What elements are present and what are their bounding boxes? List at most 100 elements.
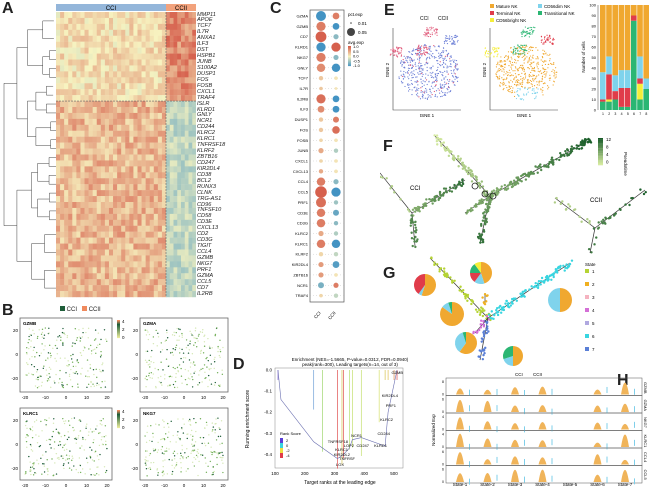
heatmap-cell xyxy=(84,279,89,286)
pseudotime-colorbar xyxy=(598,153,603,156)
heatmap-cell xyxy=(149,53,155,60)
heatmap-cell xyxy=(149,41,155,48)
dot-cci xyxy=(318,127,324,133)
heatmap-cell xyxy=(56,160,61,167)
tsne-point xyxy=(524,87,526,90)
panel-label-a: A xyxy=(2,0,14,17)
feature-point xyxy=(94,329,97,331)
tsne-point xyxy=(498,68,500,70)
pie-slice xyxy=(414,274,425,294)
tsne-point xyxy=(443,86,445,88)
heatmap-cell xyxy=(161,77,167,84)
heatmap-cell xyxy=(76,279,81,286)
tsne-point xyxy=(524,58,526,60)
heatmap-cell xyxy=(117,225,122,232)
feature-point xyxy=(56,353,59,355)
heatmap-cell xyxy=(188,136,193,143)
heatmap-cell xyxy=(121,154,126,161)
pseudotime-point xyxy=(479,241,482,244)
tsne-point xyxy=(450,66,452,68)
feature-point xyxy=(45,424,48,427)
tsne-point xyxy=(436,69,439,71)
dendrogram-branch xyxy=(37,163,50,182)
heatmap-cell xyxy=(104,53,110,60)
tsne-point xyxy=(433,45,435,47)
tsne-point xyxy=(510,74,512,77)
tsne-point xyxy=(407,90,410,92)
heatmap-cell xyxy=(104,95,110,102)
tsne-point xyxy=(526,93,528,95)
heatmap-cell xyxy=(104,207,110,215)
feature-point xyxy=(61,384,63,386)
feature-point xyxy=(31,436,34,439)
pseudotime-point xyxy=(431,202,434,205)
dendrogram-branch xyxy=(49,192,61,203)
heatmap-cell xyxy=(145,154,151,161)
heatmap-cell xyxy=(145,12,151,19)
heatmap-cell xyxy=(100,184,106,191)
heatmap-cell xyxy=(68,249,73,256)
tsne-point xyxy=(501,61,503,63)
tsne-point xyxy=(436,81,438,83)
heatmap-cell xyxy=(153,101,159,108)
colorbar-segment xyxy=(117,413,120,415)
dendrogram-branch xyxy=(27,100,36,137)
heatmap-cell xyxy=(161,47,167,54)
heatmap-cell xyxy=(80,47,85,54)
tsne-point xyxy=(517,45,519,47)
feature-point xyxy=(161,438,163,441)
state-point xyxy=(536,286,540,290)
heatmap-cell xyxy=(192,166,196,173)
feature-point xyxy=(166,473,169,475)
heatmap-cell xyxy=(121,29,126,36)
tsne-point xyxy=(438,57,440,59)
feature-point xyxy=(149,376,151,379)
pseudotime-point xyxy=(572,147,576,150)
heatmap-cell xyxy=(68,219,73,226)
heatmap-cell xyxy=(100,255,106,262)
tsne-point xyxy=(506,71,508,73)
tsne-point xyxy=(425,32,427,34)
heatmap-cell xyxy=(177,148,182,155)
tsne-point xyxy=(520,98,522,100)
tsne-point xyxy=(432,87,434,89)
heatmap-cell xyxy=(157,154,163,161)
state-point xyxy=(466,295,469,298)
feature-point xyxy=(181,427,183,429)
tsne-point xyxy=(535,92,537,95)
tsne-point xyxy=(529,75,531,77)
heatmap-cell xyxy=(161,207,167,215)
tsne-point xyxy=(456,69,458,71)
colorbar-segment xyxy=(117,410,120,412)
tsne-point xyxy=(523,30,525,32)
bar-segment xyxy=(643,78,649,89)
pseudotime-point xyxy=(578,215,581,218)
state-point xyxy=(453,279,456,283)
heatmap-cell xyxy=(137,231,142,238)
feature-point xyxy=(172,383,175,386)
pseudotime-point xyxy=(448,189,451,193)
tsne-point xyxy=(552,39,554,41)
dotplot-gene-label: ZBTB16 xyxy=(293,272,308,277)
heatmap-cell xyxy=(149,219,155,226)
heatmap-cell xyxy=(137,41,142,48)
heatmap-cell xyxy=(96,154,102,161)
tsne-point xyxy=(530,83,532,85)
pseudotime-point xyxy=(443,148,447,151)
feature-point xyxy=(90,474,92,476)
tsne-point xyxy=(419,57,421,60)
feature-point xyxy=(106,340,108,343)
feature-point xyxy=(197,448,199,451)
legend-swatch-cci xyxy=(60,306,65,311)
heatmap-cell xyxy=(141,213,146,221)
feature-point xyxy=(183,423,185,425)
tsne-point xyxy=(547,63,549,66)
tsne-point xyxy=(513,83,516,86)
tsne-point xyxy=(416,87,418,89)
heatmap-cell xyxy=(88,89,93,96)
feature-point xyxy=(72,457,74,460)
heatmap-cell xyxy=(60,12,65,19)
heatmap-cell xyxy=(137,124,142,131)
heatmap-cell xyxy=(96,29,102,36)
heatmap-cell xyxy=(113,95,118,102)
